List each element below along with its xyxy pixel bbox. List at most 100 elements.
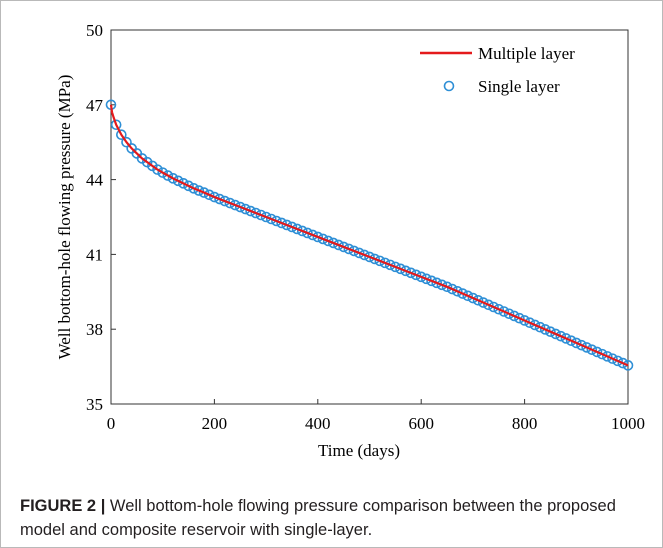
single-layer-point	[183, 180, 194, 192]
single-layer-point	[121, 136, 132, 148]
single-layer-point	[250, 207, 262, 219]
single-layer-point	[333, 239, 344, 251]
single-layer-point	[400, 265, 411, 277]
y-tick-label: 47	[86, 96, 104, 115]
single-layer-point	[545, 326, 556, 337]
single-layer-point	[508, 310, 520, 322]
single-layer-point	[498, 306, 510, 317]
single-layer-point	[586, 344, 598, 355]
single-layer-point	[462, 290, 474, 302]
single-layer-point	[162, 170, 174, 181]
single-layer-point	[110, 119, 122, 131]
single-layer-point	[240, 203, 251, 215]
y-tick-label: 38	[86, 320, 103, 339]
single-layer-point	[457, 288, 468, 299]
single-layer-point	[307, 229, 318, 241]
single-layer-point	[503, 308, 515, 320]
single-layer-point	[405, 267, 417, 279]
single-layer-point	[157, 167, 168, 178]
y-tick-label: 41	[86, 245, 103, 264]
plot-area	[110, 29, 629, 405]
caption-text: Well bottom-hole flowing pressure compar…	[20, 497, 616, 539]
single-layer-point	[317, 233, 329, 245]
legend: Multiple layer Single layer	[420, 44, 575, 96]
single-layer-point	[431, 277, 443, 289]
single-layer-point	[224, 197, 236, 209]
single-layer-point	[374, 255, 386, 267]
single-layer-point	[446, 283, 458, 295]
single-layer-point	[591, 346, 603, 358]
single-layer-point	[570, 337, 582, 349]
single-layer-point	[390, 261, 401, 273]
legend-marker-swatch	[443, 80, 455, 92]
series-layer	[105, 99, 634, 371]
single-layer-point	[555, 330, 567, 342]
single-layer-point	[255, 209, 267, 221]
single-layer-point	[343, 243, 355, 255]
single-layer-point	[152, 164, 163, 175]
single-layer-point	[188, 183, 200, 194]
single-layer-point	[612, 355, 623, 367]
axis-ticks: 0 200 400 600 800 1000 35 38 41 44 47 50	[86, 21, 645, 433]
single-layer-point	[260, 211, 272, 223]
single-layer-point	[467, 292, 479, 304]
single-layer-point	[281, 219, 293, 231]
single-layer-point	[203, 189, 215, 201]
single-layer-point	[209, 191, 220, 203]
y-tick-label: 35	[86, 395, 103, 414]
single-layer-point	[524, 317, 536, 329]
single-layer-point	[364, 251, 375, 263]
single-layer-point	[291, 223, 303, 235]
caption-separator: |	[100, 497, 106, 515]
single-layer-point	[265, 213, 277, 225]
single-layer-point	[581, 342, 592, 353]
single-layer-point	[302, 227, 313, 239]
single-layer-point	[167, 173, 179, 184]
single-layer-point	[369, 253, 380, 265]
single-layer-point	[550, 328, 561, 340]
single-layer-point	[322, 235, 334, 247]
multiple-layer-line	[109, 104, 629, 367]
plot-box	[110, 29, 629, 405]
x-tick-label: 800	[512, 414, 538, 433]
single-layer-point	[477, 297, 489, 308]
legend-label-multiple-layer: Multiple layer	[478, 44, 575, 63]
single-layer-point	[415, 271, 427, 283]
single-layer-point	[488, 301, 499, 313]
single-layer-point	[539, 324, 551, 335]
single-layer-point	[229, 199, 241, 211]
single-layer-point	[493, 303, 505, 315]
single-layer-point	[353, 247, 365, 259]
single-layer-point	[296, 225, 308, 237]
single-layer-point	[286, 221, 298, 233]
single-layer-point	[617, 357, 629, 369]
single-layer-point	[472, 294, 484, 306]
single-layer-point	[348, 245, 360, 257]
single-layer-point	[421, 273, 432, 285]
y-tick-label: 50	[86, 21, 103, 40]
single-layer-point	[596, 348, 608, 360]
y-tick-label: 44	[86, 171, 104, 190]
single-layer-point	[178, 178, 189, 189]
single-layer-point	[576, 339, 587, 351]
single-layer-point	[452, 286, 463, 297]
single-layer-point	[245, 205, 256, 217]
single-layer-point	[514, 312, 525, 324]
single-layer-point	[602, 351, 613, 362]
x-tick-label: 600	[408, 414, 434, 433]
single-layer-point	[271, 215, 282, 227]
single-layer-point	[426, 275, 437, 287]
single-layer-point	[441, 281, 453, 293]
single-layer-point	[193, 185, 205, 196]
x-tick-label: 200	[202, 414, 228, 433]
single-layer-point	[116, 129, 127, 141]
single-layer-point	[328, 237, 339, 249]
single-layer-point	[565, 335, 577, 346]
figure-label: FIGURE 2	[20, 497, 97, 515]
single-layer-point	[172, 175, 184, 187]
chart: 0 200 400 600 800 1000 35 38 41 44 47 50 Multiple l…	[55, 21, 645, 460]
single-layer-point	[395, 263, 406, 275]
single-layer-point	[214, 193, 225, 205]
x-tick-label: 1000	[611, 414, 645, 433]
single-layer-point	[483, 299, 494, 311]
